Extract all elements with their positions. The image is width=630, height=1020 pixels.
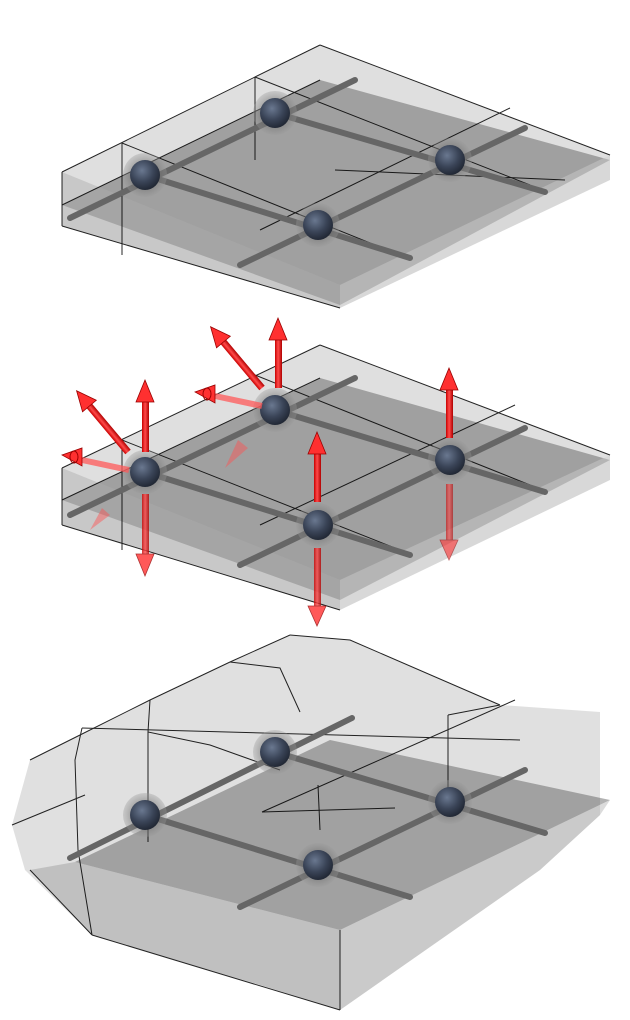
- nodes: [123, 91, 472, 247]
- force-arrow-icon: [268, 316, 288, 388]
- edge-line: [74, 727, 93, 936]
- edge-line: [319, 344, 611, 456]
- edge-line: [254, 374, 531, 486]
- node-sphere-icon: [296, 843, 340, 887]
- rod: [142, 812, 413, 900]
- edge-line: [11, 794, 86, 826]
- node-sphere-icon: [428, 780, 472, 824]
- node-sphere-icon: [428, 438, 472, 482]
- force-arrow-icon: [439, 366, 459, 438]
- nodes: [123, 388, 472, 547]
- force-arrow-icon: [90, 508, 110, 530]
- node-sphere-icon: [428, 138, 472, 182]
- rod: [142, 469, 413, 558]
- block-faces: [12, 635, 610, 1010]
- outer-hull: [12, 635, 600, 1010]
- force-arrows: [61, 316, 459, 627]
- edge-line: [29, 869, 93, 936]
- rod: [272, 407, 548, 495]
- rod: [272, 749, 548, 836]
- edge-line: [147, 699, 281, 771]
- nodes: [123, 730, 472, 887]
- force-arrow-icon: [225, 440, 248, 468]
- rod: [67, 375, 358, 518]
- node-sphere-icon: [123, 793, 167, 837]
- edge-line: [91, 934, 341, 1011]
- edge-line: [81, 727, 521, 741]
- edge-line: [254, 76, 531, 186]
- rod: [67, 715, 355, 861]
- moment-arrow-icon: [194, 384, 263, 409]
- rod: [142, 172, 413, 261]
- edge-line: [319, 44, 611, 156]
- node-sphere-icon: [296, 203, 340, 247]
- rods: [67, 375, 548, 568]
- node-sphere-icon: [253, 730, 297, 774]
- rods: [67, 715, 548, 910]
- edge-line: [317, 784, 321, 831]
- force-arrow-icon: [307, 430, 327, 502]
- node-sphere-icon: [253, 388, 297, 432]
- force-arrow-icon: [135, 378, 155, 452]
- node-sphere-icon: [123, 450, 167, 494]
- edge-line: [261, 699, 516, 813]
- rod: [272, 110, 548, 195]
- rod: [237, 767, 528, 910]
- edge-line: [259, 404, 516, 526]
- edge-line: [229, 661, 301, 713]
- panel-loaded-lattice: [61, 316, 611, 627]
- right-lower-face: [340, 800, 610, 1010]
- force-arrow-icon: [135, 494, 155, 578]
- left-face: [62, 172, 340, 308]
- rods: [67, 77, 548, 268]
- grid-edges: [11, 634, 521, 1011]
- edge-line: [447, 704, 501, 716]
- moment-arrow-icon: [61, 447, 130, 473]
- top-face: [62, 345, 610, 580]
- edge-line: [121, 142, 401, 256]
- edge-line: [61, 44, 321, 173]
- edge-line: [121, 439, 401, 551]
- edge-line: [61, 225, 341, 309]
- force-arrow-icon: [209, 325, 265, 391]
- force-arrow-icon: [439, 484, 459, 561]
- panel-deformed-lattice: [11, 634, 610, 1011]
- rod: [237, 425, 528, 568]
- force-arrow-icon: [307, 548, 327, 627]
- force-arrow-icon: [75, 389, 131, 455]
- panel-undeformed-lattice: [61, 44, 611, 309]
- edge-line: [259, 107, 511, 231]
- edge-line: [289, 634, 501, 706]
- lower-face: [30, 862, 340, 1010]
- node-sphere-icon: [253, 91, 297, 135]
- edge-line: [61, 524, 341, 611]
- mid-plane: [75, 740, 610, 930]
- edge-line: [261, 807, 396, 813]
- node-sphere-icon: [123, 153, 167, 197]
- rod: [237, 125, 528, 268]
- rod: [67, 77, 358, 221]
- left-face: [62, 468, 340, 610]
- node-sphere-icon: [296, 503, 340, 547]
